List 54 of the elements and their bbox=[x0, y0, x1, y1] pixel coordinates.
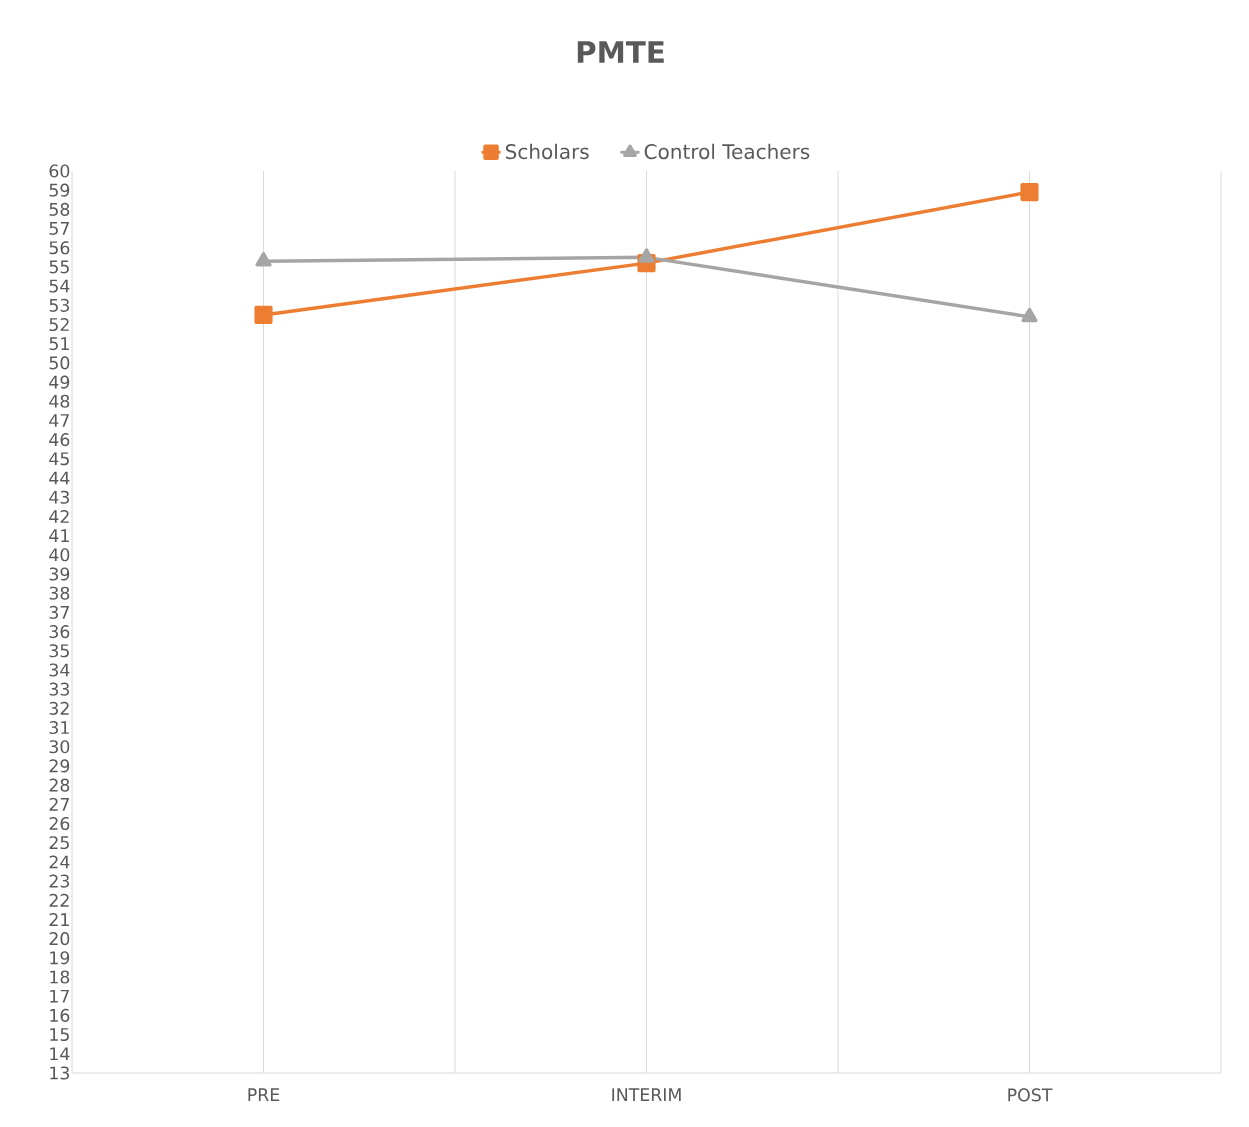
y-tick-label: 52 bbox=[49, 317, 69, 332]
y-tick-label: 40 bbox=[49, 548, 70, 562]
y-tick-label: 39 bbox=[49, 567, 70, 581]
y-tick-label: 33 bbox=[49, 682, 70, 696]
y-tick-label: 28 bbox=[49, 778, 70, 792]
y-tick-label: 21 bbox=[49, 913, 69, 926]
y-tick-label: 54 bbox=[49, 279, 70, 293]
y-tick-label: 46 bbox=[49, 433, 70, 447]
y-tick-label: 56 bbox=[49, 241, 70, 255]
y-tick-label: 42 bbox=[49, 510, 69, 523]
y-tick-label: 36 bbox=[49, 625, 70, 639]
y-tick-label: 55 bbox=[49, 260, 69, 274]
y-tick-label: 15 bbox=[50, 1028, 69, 1042]
chart-title: PMTE bbox=[577, 41, 664, 63]
y-tick-label: 45 bbox=[49, 452, 69, 466]
y-tick-label: 41 bbox=[49, 529, 69, 542]
y-tick-label: 19 bbox=[50, 951, 70, 965]
y-tick-label: 23 bbox=[49, 874, 70, 888]
y-tick-label: 13 bbox=[50, 1066, 70, 1080]
y-tick-label: 59 bbox=[49, 183, 70, 197]
y-tick-label: 30 bbox=[49, 740, 70, 754]
y-tick-label: 18 bbox=[50, 970, 70, 984]
y-tick-label: 49 bbox=[49, 375, 70, 389]
y-tick-label: 47 bbox=[49, 414, 69, 427]
y-tick-label: 32 bbox=[49, 701, 69, 715]
y-tick-label: 50 bbox=[49, 356, 70, 370]
x-tick-label: POST bbox=[1008, 1088, 1053, 1102]
y-tick-label: 60 bbox=[49, 164, 70, 178]
y-tick-label: 20 bbox=[49, 932, 70, 946]
y-tick-label: 51 bbox=[49, 337, 69, 351]
y-tick-label: 35 bbox=[49, 644, 69, 658]
y-tick-label: 16 bbox=[50, 1008, 70, 1022]
y-tick-label: 43 bbox=[49, 490, 70, 504]
y-tick-label: 14 bbox=[50, 1047, 70, 1061]
y-tick-label: 53 bbox=[49, 298, 70, 312]
legend-label: Control Teachers bbox=[644, 143, 810, 160]
y-tick-label: 44 bbox=[49, 471, 70, 485]
x-tick-label: PRE bbox=[248, 1088, 280, 1101]
y-tick-label: 48 bbox=[49, 394, 70, 408]
y-tick-label: 29 bbox=[49, 759, 70, 773]
y-tick-label: 25 bbox=[49, 836, 69, 850]
y-tick-label: 27 bbox=[49, 797, 69, 811]
legend-label: Scholars bbox=[505, 143, 589, 160]
y-tick-label: 24 bbox=[49, 855, 70, 869]
y-tick-label: 38 bbox=[49, 586, 70, 600]
y-tick-label: 34 bbox=[49, 663, 70, 677]
y-tick-label: 22 bbox=[49, 893, 69, 907]
y-tick-label: 17 bbox=[50, 989, 69, 1003]
y-tick-label: 37 bbox=[49, 605, 69, 619]
y-tick-label: 57 bbox=[49, 222, 69, 235]
y-tick-label: 26 bbox=[49, 816, 70, 831]
y-tick-label: 58 bbox=[49, 202, 70, 216]
x-tick-label: INTERIM bbox=[612, 1088, 681, 1101]
y-tick-label: 31 bbox=[49, 720, 69, 735]
